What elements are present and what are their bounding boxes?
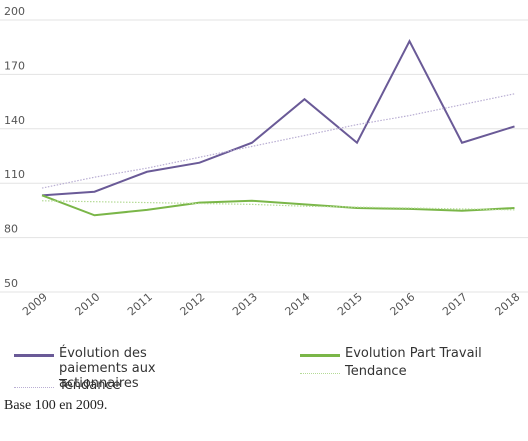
y-tick-label: 50 (4, 277, 18, 290)
x-tick-label: 2016 (388, 290, 418, 318)
series-line (41, 194, 515, 217)
x-tick-label: 2014 (283, 290, 313, 318)
legend-swatch (14, 387, 54, 388)
x-tick-label: 2013 (230, 290, 260, 318)
x-tick-label: 2012 (178, 290, 208, 318)
legend-swatch (14, 354, 54, 357)
y-tick-label: 170 (4, 59, 25, 72)
legend-item: Évolution des paiements aux actionnaires (14, 346, 204, 391)
legend-item: Tendance (300, 364, 520, 379)
legend-swatch (300, 373, 340, 374)
chart: 50 80 110 140 170 200 2009 2010 2011 2012 2013 2014… (0, 5, 528, 318)
series-line (41, 39, 515, 197)
legend-item: Evolution Part Travail (300, 346, 520, 361)
y-tick-label: 110 (4, 168, 25, 181)
series-line (41, 200, 515, 211)
y-tick-label: 200 (4, 5, 25, 18)
x-tick-label: 2011 (125, 290, 155, 318)
legend-swatch (300, 354, 340, 357)
y-tick-label: 80 (4, 223, 18, 236)
x-tick-label: 2017 (440, 290, 470, 318)
series-line (41, 93, 515, 189)
x-tick-label: 2009 (20, 290, 50, 318)
legend-label: Tendance (59, 378, 121, 393)
legend-label: Tendance (345, 364, 407, 379)
x-tick-label: 2010 (73, 290, 103, 318)
legend-label: Évolution des paiements aux actionnaires (59, 346, 156, 391)
legend-item: Tendance (14, 378, 204, 393)
y-tick-label: 140 (4, 114, 25, 127)
legend-label: Evolution Part Travail (345, 346, 482, 361)
note: Base 100 en 2009. (4, 398, 108, 413)
x-tick-label: 2018 (493, 290, 523, 318)
x-tick-label: 2015 (335, 290, 365, 318)
